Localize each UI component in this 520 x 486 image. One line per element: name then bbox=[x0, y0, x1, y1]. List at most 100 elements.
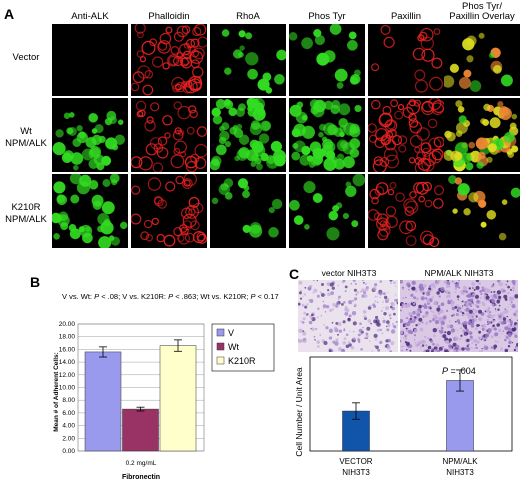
chart-c-y-axis-label: Cell Number / Unit Area bbox=[294, 367, 304, 457]
chart-b-bar-wt bbox=[122, 408, 159, 452]
chart-c-bar-2 bbox=[446, 380, 474, 452]
micrograph-r1-c5 bbox=[444, 98, 520, 172]
row-label-line1: Vector bbox=[12, 52, 40, 63]
chart-b-x-axis-label: Fibronectin bbox=[122, 474, 160, 481]
micrograph-cells bbox=[448, 175, 520, 241]
stained-cells bbox=[298, 280, 398, 352]
micrograph-cells bbox=[289, 174, 365, 241]
chart-c-xtick-1a: VECTOR bbox=[339, 457, 372, 466]
micrograph-r0-c5 bbox=[444, 24, 520, 96]
micrograph-r2-c3 bbox=[289, 174, 365, 248]
micrograph-cells bbox=[289, 24, 361, 89]
micrograph-r0-c3 bbox=[289, 24, 365, 96]
micrograph-cells bbox=[368, 181, 444, 248]
chart-b-legend: V Wt K210R bbox=[211, 323, 275, 372]
chart-b-y-tick-label: 10.00 bbox=[59, 385, 76, 392]
row-label-vector: Vector bbox=[2, 52, 50, 64]
micrograph-r0-c2 bbox=[210, 24, 286, 96]
micrograph-cells bbox=[52, 24, 128, 96]
photo-left-title: vector NIH3T3 bbox=[321, 268, 377, 278]
micrograph-cells bbox=[211, 178, 283, 238]
col-header-anti-alk: Anti-ALK bbox=[71, 11, 109, 22]
chart-b-legend-label: Wt bbox=[228, 342, 239, 352]
micrograph-r0-c1 bbox=[131, 24, 207, 96]
chart-b-y-tick-label: 2.00 bbox=[62, 435, 75, 442]
row-label-line1: K210R bbox=[11, 202, 41, 213]
chart-b-legend-swatch bbox=[216, 356, 225, 365]
stats-text-1: V vs. Wt: bbox=[62, 292, 95, 301]
stats-p-1: P bbox=[94, 292, 100, 301]
chart-b-y-tick-label: 20.00 bbox=[59, 321, 76, 328]
micrograph-r1-c0 bbox=[52, 98, 128, 172]
chart-b-legend-label: K210R bbox=[228, 356, 256, 366]
invasion-bar-chart: Cell Number / Unit Area P = .004 VECTOR … bbox=[294, 356, 513, 477]
micrograph-cells bbox=[131, 100, 207, 172]
chart-b-legend-swatch bbox=[216, 342, 225, 351]
stats-p-2: P bbox=[168, 292, 174, 301]
overlay-line1: Phos Tyr/ bbox=[462, 1, 502, 12]
micrograph-r0-c0 bbox=[52, 24, 128, 96]
micrograph-cells bbox=[210, 98, 286, 171]
row-label-k210r: K210R NPM/ALK bbox=[2, 202, 50, 226]
micrograph-r0-c4 bbox=[368, 24, 444, 96]
micrograph-cells bbox=[289, 99, 362, 171]
panel-a-letter: A bbox=[4, 6, 15, 22]
chart-b-y-tick-label: 18.00 bbox=[59, 334, 76, 341]
col-header-phalloidin: Phalloidin bbox=[148, 11, 190, 22]
row-label-wt: Wt NPM/ALK bbox=[2, 126, 50, 150]
chart-b-y-tick-label: 6.00 bbox=[62, 410, 75, 417]
chart-c-pvalue: P = .004 bbox=[442, 366, 476, 376]
micrograph-r2-c4 bbox=[368, 174, 444, 248]
micrograph-r1-c3 bbox=[289, 98, 365, 172]
micrograph-r1-c4 bbox=[368, 98, 444, 172]
micrograph-r2-c2 bbox=[210, 174, 286, 248]
chart-b-y-tick-label: 8.00 bbox=[62, 397, 75, 404]
chart-b-bars bbox=[84, 345, 197, 452]
col-header-overlay: Phos Tyr/ Paxillin Overlay bbox=[444, 2, 520, 22]
chart-b-x-tick: 0.2 mg/mL bbox=[126, 460, 157, 467]
col-header-phos-tyr: Phos Tyr bbox=[308, 11, 346, 22]
chart-b-y-tick-label: 0.00 bbox=[62, 448, 75, 455]
chart-c-xtick-1b: NIH3T3 bbox=[342, 468, 370, 477]
invasion-photo-vector bbox=[298, 280, 398, 352]
chart-b-y-tick-label: 4.00 bbox=[62, 423, 75, 430]
col-header-rhoa: RhoA bbox=[236, 11, 260, 22]
stained-cells bbox=[400, 280, 518, 352]
micrograph-cells bbox=[52, 174, 128, 248]
chart-b-legend-label: V bbox=[228, 328, 234, 338]
chart-b-bar-v bbox=[84, 351, 122, 452]
chart-b-y-tick-label: 14.00 bbox=[59, 359, 76, 366]
chart-c-p-value: = .004 bbox=[448, 366, 476, 376]
chart-b-legend-swatch bbox=[216, 328, 225, 337]
invasion-photo-npm-alk bbox=[400, 280, 518, 352]
micrograph-cells bbox=[444, 100, 519, 172]
micrograph-cells bbox=[131, 174, 207, 247]
chart-b-y-ticks: 0.00 2.00 4.00 6.00 8.00 10.00 12.00 14.00 16.00… bbox=[59, 321, 76, 455]
micrograph-r1-c2 bbox=[210, 98, 286, 172]
stats-text-3: < .863; Wt vs. K210R; bbox=[173, 292, 251, 301]
photo-right-title: NPM/ALK NIH3T3 bbox=[424, 268, 494, 278]
micrograph-r2-c1 bbox=[131, 174, 207, 248]
micrograph-cells bbox=[131, 24, 207, 96]
overlay-line2: Paxillin Overlay bbox=[449, 11, 515, 22]
micrograph-r1-c1 bbox=[131, 98, 207, 172]
stats-p-3: P bbox=[250, 292, 256, 301]
row-label-line2: NPM/ALK bbox=[5, 214, 47, 225]
micrograph-cells bbox=[371, 24, 443, 93]
chart-c-xtick-2b: NIH3T3 bbox=[446, 468, 474, 477]
micrograph-cells bbox=[221, 29, 286, 94]
chart-c-xtick-2a: NPM/ALK bbox=[442, 457, 478, 466]
chart-c-p-letter: P bbox=[442, 366, 448, 376]
chart-b-y-axis-label: Mean # of Adherent Cells: bbox=[53, 352, 60, 432]
panel-b-letter: B bbox=[30, 274, 41, 290]
chart-b-error-bars bbox=[99, 339, 182, 412]
chart-c-plot-frame bbox=[309, 356, 513, 452]
micrograph-cells bbox=[444, 32, 513, 92]
micrograph-cells bbox=[52, 110, 126, 171]
chart-b-y-tick-label: 12.00 bbox=[59, 372, 76, 379]
micrograph-r2-c5 bbox=[444, 174, 520, 248]
micrograph-r2-c0 bbox=[52, 174, 128, 248]
chart-b-bar-k210r bbox=[159, 345, 197, 452]
row-label-line1: Wt bbox=[20, 126, 32, 137]
panel-c-letter: C bbox=[289, 266, 300, 282]
